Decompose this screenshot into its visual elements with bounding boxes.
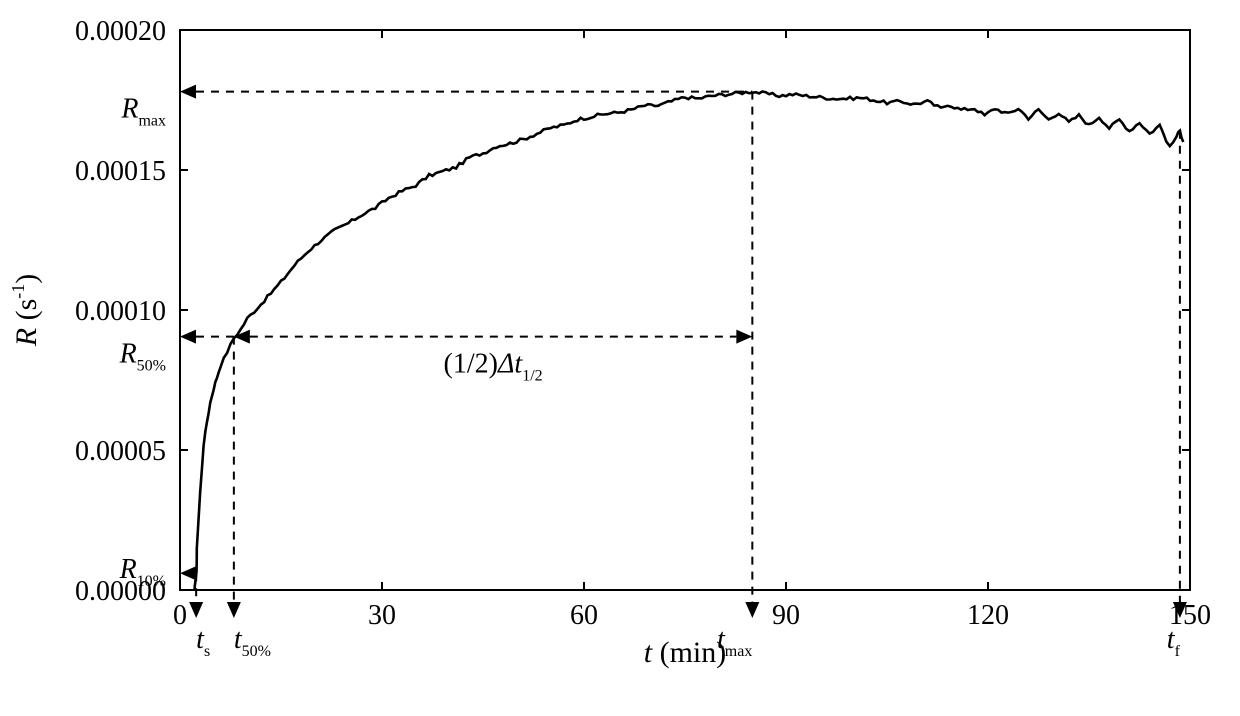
- y-tick-label: 0.00010: [75, 296, 166, 327]
- y-tick-label: 0.00005: [75, 436, 166, 467]
- x-axis-label: t (min): [644, 636, 727, 669]
- x-tick-label: 30: [368, 600, 396, 631]
- y-tick-label: 0.00015: [75, 156, 166, 187]
- arrowhead: [227, 602, 241, 618]
- x-tick-label: 120: [967, 600, 1009, 631]
- y-annot-label: R50%: [119, 339, 166, 375]
- plot-border: [180, 30, 1190, 590]
- x-tick-label: 0: [173, 600, 187, 631]
- x-tick-label: 60: [570, 600, 598, 631]
- line-chart: 03060901201500.000000.000050.000100.0001…: [0, 0, 1240, 716]
- chart-container: 03060901201500.000000.000050.000100.0001…: [0, 0, 1240, 716]
- y-axis-label: R (s-1): [8, 274, 43, 348]
- x-annot-label: t50%: [234, 624, 271, 660]
- x-tick-label: 90: [772, 600, 800, 631]
- y-tick-label: 0.00020: [75, 16, 166, 47]
- y-annot-label: Rmax: [120, 94, 166, 130]
- arrowhead: [189, 602, 203, 618]
- y-annot-label: R10%: [119, 554, 166, 590]
- arrowhead: [745, 602, 759, 618]
- x-annot-label: ts: [196, 624, 210, 660]
- x-annot-label: tmax: [717, 624, 752, 660]
